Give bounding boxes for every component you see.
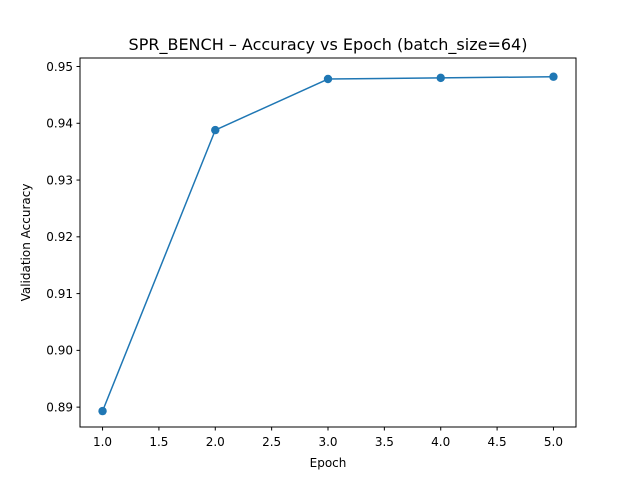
y-tick-label: 0.89 (46, 400, 73, 414)
data-point (211, 125, 220, 135)
plot-frame (79, 57, 577, 428)
x-tick-label: 1.5 (149, 435, 168, 449)
x-tick-label: 4.5 (488, 435, 507, 449)
data-point (323, 74, 333, 84)
plot-series (98, 72, 558, 416)
x-axis: 1.0 1.5 2.0 2.5 3.0 3.5 4.0 4.5 5.0 (93, 427, 563, 449)
x-tick-label: 3.5 (375, 435, 394, 449)
y-axis-label: Validation Accuracy (19, 184, 33, 302)
data-point (549, 72, 558, 81)
chart-title: SPR_BENCH – Accuracy vs Epoch (batch_siz… (129, 35, 528, 55)
y-axis: 0.89 0.90 0.91 0.92 0.93 0.94 0.95 (46, 60, 80, 414)
y-tick-label: 0.90 (46, 344, 73, 358)
x-tick-label: 4.0 (431, 435, 450, 449)
y-tick-label: 0.93 (46, 173, 73, 187)
data-point (98, 406, 107, 416)
x-tick-label: 2.5 (262, 435, 281, 449)
y-tick-label: 0.92 (46, 230, 73, 244)
x-tick-label: 2.0 (206, 435, 225, 449)
x-tick-label: 3.0 (318, 435, 337, 449)
data-point (436, 73, 445, 83)
x-tick-label: 1.0 (93, 435, 112, 449)
x-axis-label: Epoch (310, 456, 347, 470)
y-tick-label: 0.94 (46, 117, 73, 131)
y-tick-label: 0.95 (46, 60, 73, 74)
y-tick-label: 0.91 (46, 287, 73, 301)
x-tick-label: 5.0 (544, 435, 563, 449)
